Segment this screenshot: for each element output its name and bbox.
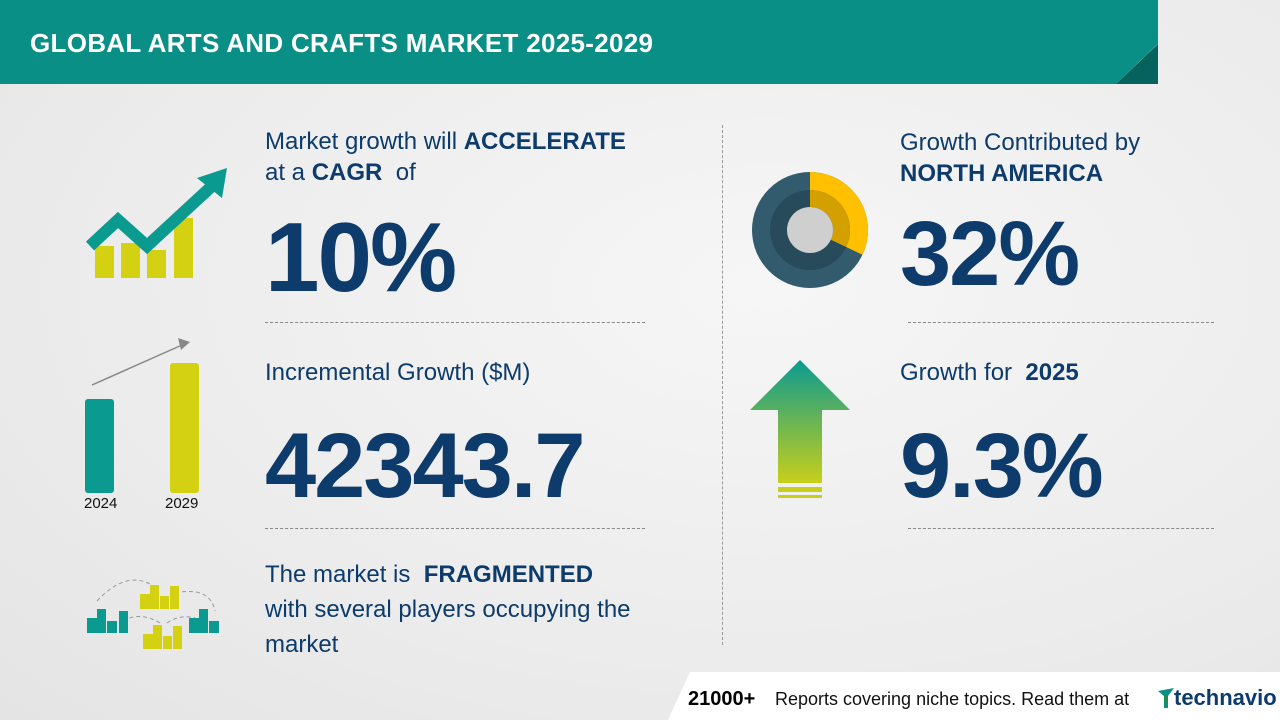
incremental-value: 42343.7 (265, 415, 586, 517)
fragmented-line2: with several players occupying the (265, 596, 631, 623)
fragmented-bold: FRAGMENTED (423, 561, 594, 588)
footer-banner (668, 672, 1280, 720)
bar-growth-icon (85, 338, 199, 493)
vertical-divider (722, 125, 723, 645)
year-label-2029: 2029 (165, 495, 199, 512)
incremental-label: Incremental Growth ($M) (265, 359, 531, 386)
cagr-label: Market growth will ACCELERATE at a CAGR … (265, 126, 626, 188)
region-name: NORTH AMERICA (900, 160, 1104, 187)
cagr-suffix: of (395, 159, 416, 186)
growth-year-label: Growth for 2025 (900, 357, 1079, 388)
year-label-2024: 2024 (84, 495, 118, 512)
growth-for-text: Growth for (900, 359, 1013, 386)
fragmented-label: The market is FRAGMENTED with several pl… (265, 557, 631, 662)
trend-up-chart-icon (85, 168, 227, 278)
growth-year-value: 9.3% (900, 415, 1104, 517)
buildings-network-icon (87, 579, 219, 649)
region-label-text: Growth Contributed by (900, 129, 1141, 156)
technavio-logo-icon (1158, 688, 1174, 708)
divider (265, 322, 645, 323)
report-count: 21000+ (688, 688, 756, 710)
divider (908, 528, 1214, 529)
cagr-label-text: Market growth will (265, 128, 458, 155)
fragmented-prefix: The market is (265, 561, 411, 588)
growth-year: 2025 (1025, 359, 1079, 386)
header-banner (0, 0, 1158, 84)
up-arrow-icon (750, 360, 850, 498)
page-title: GLOBAL ARTS AND CRAFTS MARKET 2025-2029 (30, 28, 654, 58)
region-label: Growth Contributed by NORTH AMERICA (900, 127, 1140, 189)
technavio-logo[interactable]: technavio (1158, 685, 1277, 711)
divider (265, 528, 645, 529)
technavio-brand: technavio (1174, 685, 1277, 710)
region-value: 32% (900, 203, 1080, 305)
cagr-prefix: at a (265, 159, 306, 186)
divider (908, 322, 1214, 323)
cagr-bold: CAGR (311, 159, 383, 186)
fragmented-line3: market (265, 631, 339, 658)
footer-text: Reports covering niche topics. Read them… (775, 689, 1130, 709)
donut-chart-icon (752, 172, 868, 288)
cagr-value: 10% (265, 202, 457, 312)
accelerate-text: ACCELERATE (463, 128, 626, 155)
